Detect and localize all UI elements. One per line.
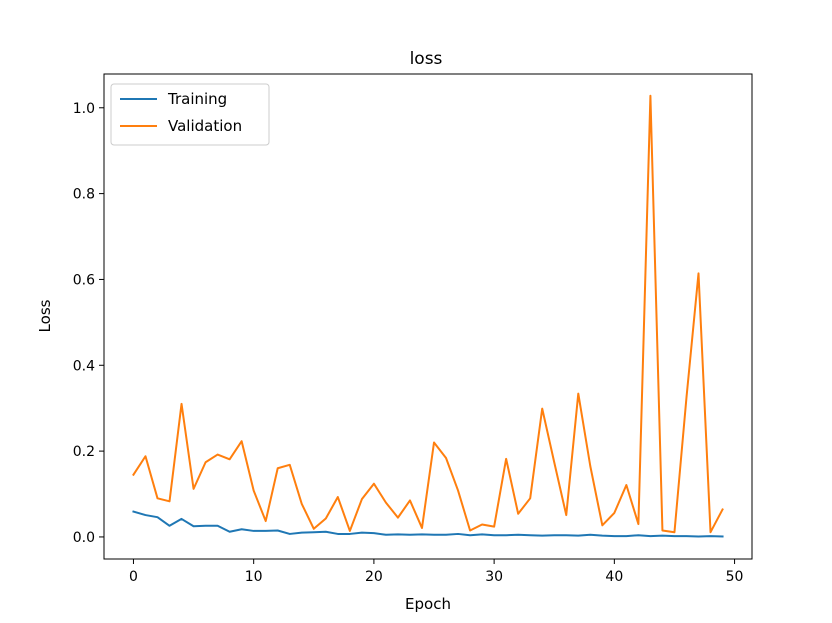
chart-title: loss	[410, 49, 443, 69]
x-tick-label: 30	[485, 569, 503, 585]
series-layer	[132, 94, 724, 538]
x-tick-label: 40	[605, 569, 623, 585]
y-tick-label: 1.0	[73, 101, 95, 117]
series-line-validation	[132, 94, 724, 534]
series-line-training	[132, 510, 724, 538]
y-tick-label: 0.6	[73, 272, 95, 288]
legend-label-training: Training	[167, 90, 227, 108]
legend-label-validation: Validation	[168, 117, 242, 135]
x-tick-label: 10	[245, 569, 263, 585]
x-tick-label: 50	[726, 569, 744, 585]
x-tick-label: 20	[365, 569, 383, 585]
y-tick-label: 0.2	[73, 444, 95, 460]
y-tick-label: 0.4	[73, 358, 95, 374]
y-tick-label: 0.0	[73, 530, 95, 546]
x-axis-ticks: 0 10 20 30 40 50	[129, 559, 743, 585]
plot-area	[103, 73, 753, 560]
legend: Training Validation	[110, 83, 270, 146]
y-axis-label: Loss	[36, 299, 54, 332]
plot-frame	[103, 73, 753, 560]
y-tick-label: 0.8	[73, 187, 95, 203]
x-tick-label: 0	[129, 569, 138, 585]
x-axis-label: Epoch	[405, 595, 451, 613]
y-axis-ticks: 0.0 0.2 0.4 0.6 0.8 1.0	[73, 101, 104, 546]
